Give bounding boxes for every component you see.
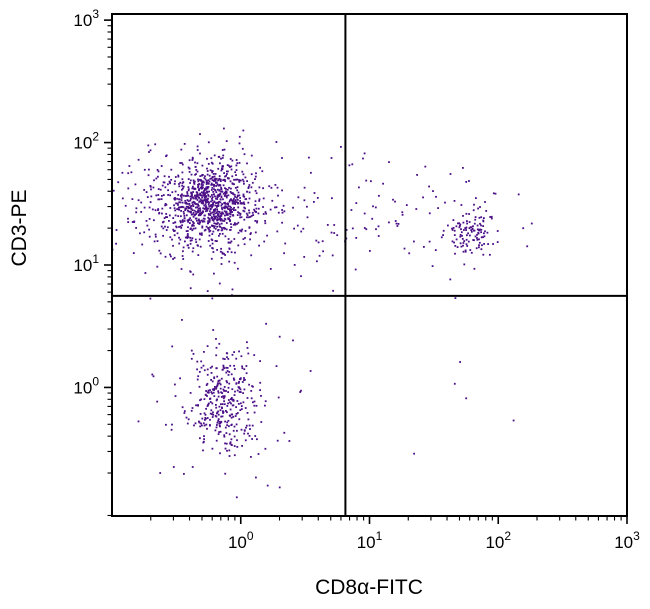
tick-label: 103 [73,7,99,30]
tick-label: 103 [614,529,640,552]
quadrant-gate-lines [112,14,627,516]
x-axis-ticks: 100 101 102 103 [150,516,640,552]
plot-frame [111,13,628,517]
plot-border [111,13,628,517]
tick-label: 101 [357,529,383,552]
tick-label: 102 [73,130,99,153]
x-axis-title: CD8α-FITC [315,576,423,599]
scatter-points [111,127,533,499]
y-axis-ticks: 100 101 102 103 [73,7,112,517]
y-axis-title: CD3-PE [8,189,31,266]
tick-label: 100 [73,374,99,397]
tick-label: 102 [485,529,511,552]
tick-label: 100 [228,529,254,552]
tick-label: 101 [73,252,99,275]
